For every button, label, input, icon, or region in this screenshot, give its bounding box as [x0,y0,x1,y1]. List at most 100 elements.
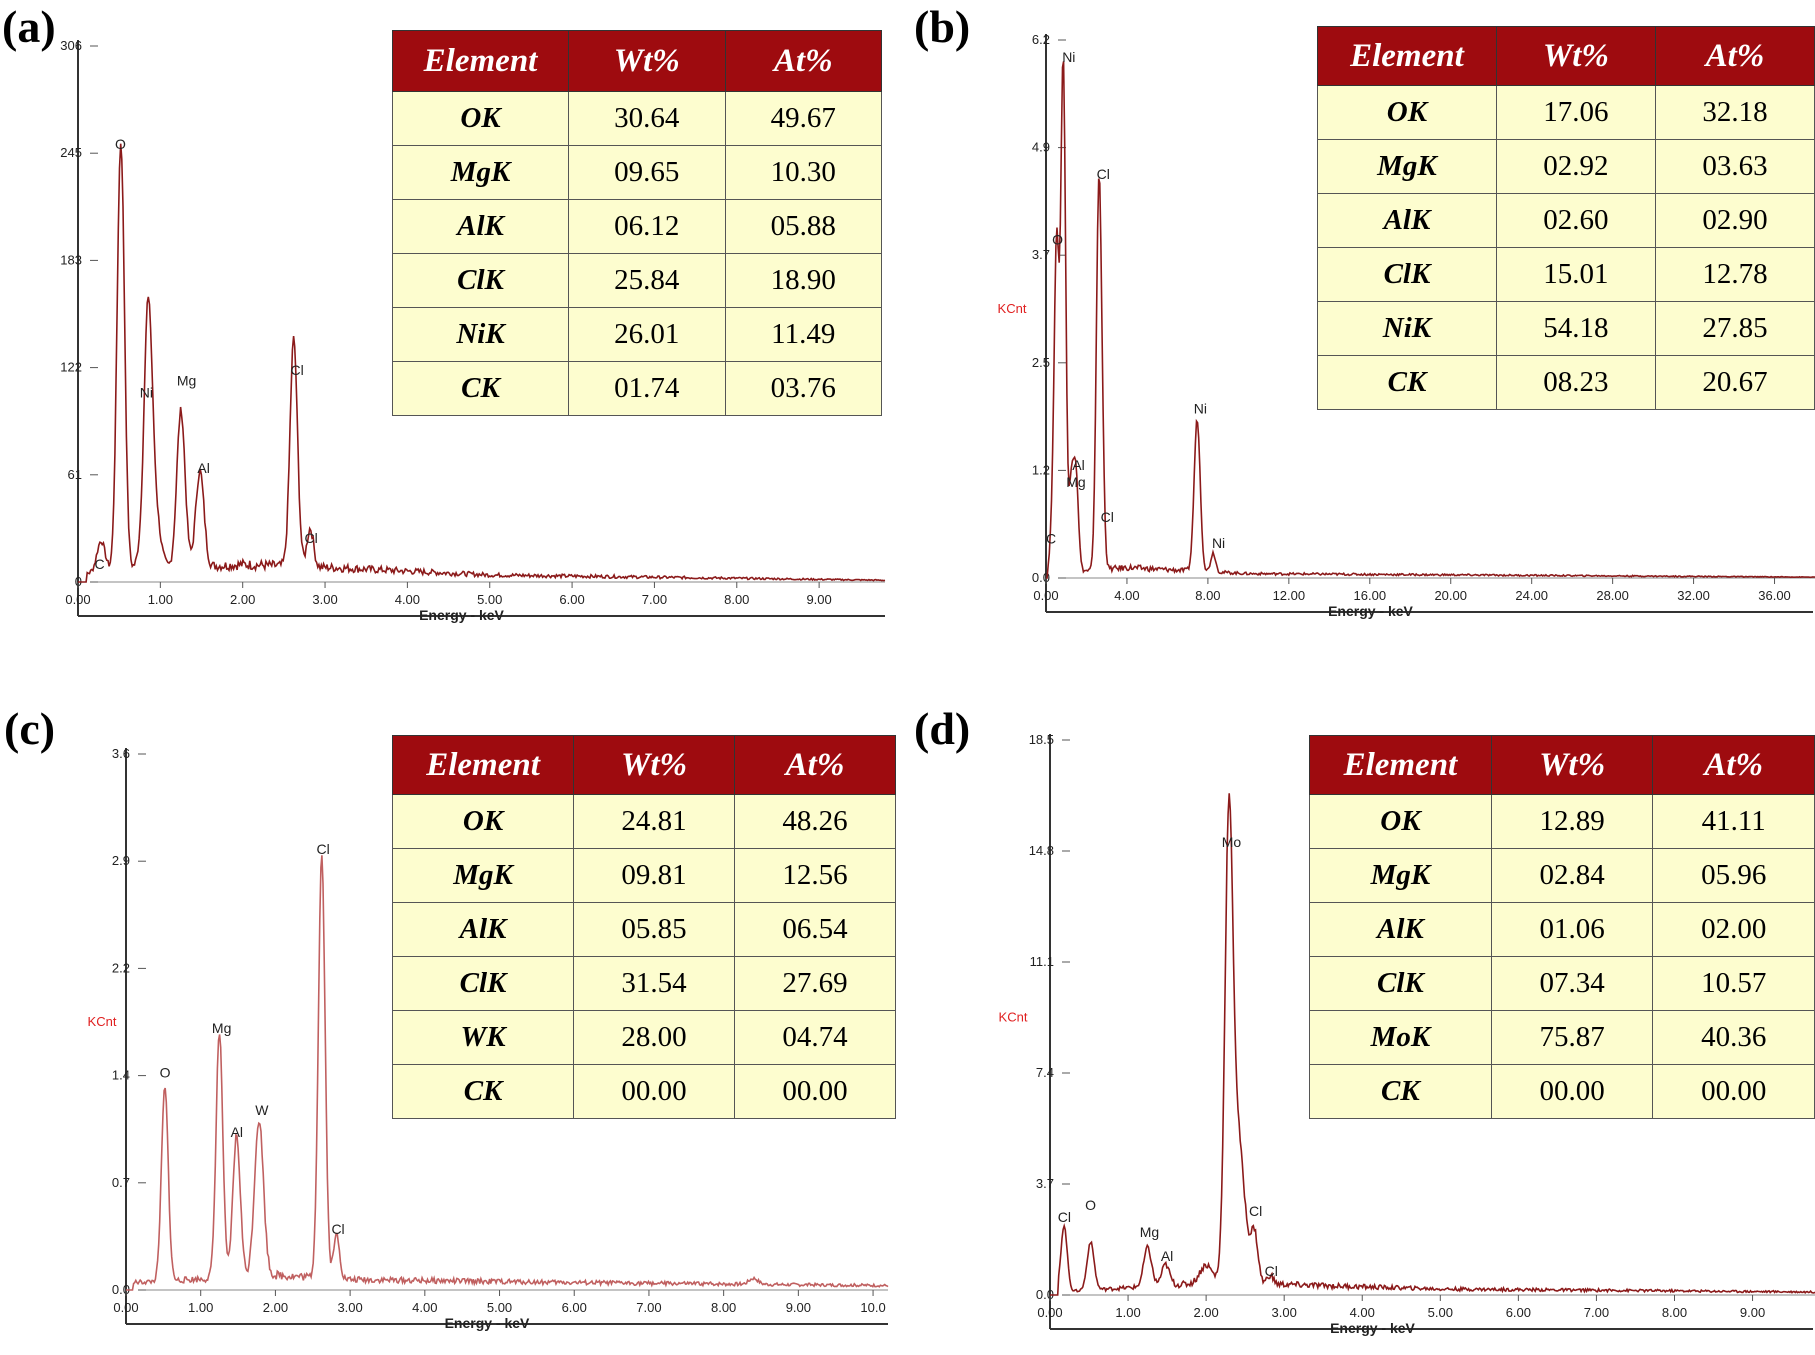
y-tick-label: 306 [60,38,82,53]
column-header: At% [724,30,882,92]
x-tick-label: 9.00 [806,592,831,607]
element-cell: MgK [1309,848,1492,903]
table-row: CK 08.23 20.67 [1317,355,1815,410]
table-header-row: Element Wt% At% [391,30,882,92]
eds-spectrum-b: 0.0 1.2 2.5 3.7 4.9 6.2 KCnt 0.00 4.00 8.00 12.00 1… [998,32,1815,619]
wt-percent-cell: 17.06 [1495,85,1656,140]
wt-percent-cell: 08.23 [1495,355,1656,410]
x-tick-label: 5.00 [1428,1305,1453,1320]
peak-label: Cl [331,1221,344,1237]
x-tick-label: 8.00 [711,1300,736,1315]
table-row: MgK 02.84 05.96 [1309,848,1815,903]
element-cell: CK [1317,355,1497,410]
panel-c: (c) 0.0 0.7 1.4 2.2 2.9 3.6 KCnt 0.00 1.00 2.00 3.… [0,700,900,1355]
x-tick-label: 8.00 [1662,1305,1687,1320]
x-tick-label: 1.00 [1115,1305,1140,1320]
y-tick-label: 6.2 [1032,32,1050,47]
wt-percent-cell: 28.00 [573,1010,736,1065]
column-header: Element [1317,26,1497,86]
wt-percent-cell: 09.81 [573,848,736,903]
wt-percent-cell: 07.34 [1490,956,1654,1011]
peak-label: Ni [140,385,153,401]
peak-label: O [115,136,126,152]
peak-label: Mg [1066,474,1085,490]
table-row: AlK 05.85 06.54 [391,902,896,957]
peak-label: Cl [1101,509,1114,525]
element-cell: MgK [1317,139,1497,194]
x-tick-label: 2.00 [1193,1305,1218,1320]
wt-percent-cell: 01.06 [1490,902,1654,957]
x-tick-label: 3.00 [1272,1305,1297,1320]
peak-label: Al [1161,1248,1173,1264]
peak-label: O [160,1065,171,1081]
table-row: AlK 06.12 05.88 [391,199,882,254]
element-cell: AlK [1317,193,1497,248]
at-percent-cell: 12.78 [1654,247,1815,302]
wt-percent-cell: 01.74 [568,361,726,416]
peak-label: O [1085,1197,1096,1213]
column-header: Wt% [1490,735,1654,795]
table-row: MgK 02.92 03.63 [1317,139,1815,194]
y-tick-label: 0.0 [1032,570,1050,585]
column-header: At% [1652,735,1815,795]
x-tick-label: 7.00 [642,592,667,607]
x-tick-label: 0.00 [113,1300,138,1315]
element-cell: CK [1309,1064,1492,1119]
y-tick-label: 3.7 [1032,247,1050,262]
peak-label: Mg [177,372,196,388]
peak-label: Ni [1212,535,1225,551]
panel-d: (d) 0.0 3.7 7.4 11.1 14.8 18.5 KCnt 0.00 1.00 2.0… [910,700,1815,1355]
composition-table-a: Element Wt% At% OK 30.64 49.67 MgK 09.65 10.30 Al… [391,30,882,416]
at-percent-cell: 02.00 [1652,902,1815,957]
y-tick-label: 1.2 [1032,462,1050,477]
table-row: CK 00.00 00.00 [1309,1064,1815,1119]
x-tick-label: 4.00 [395,592,420,607]
x-tick-label: 4.00 [1114,588,1139,603]
at-percent-cell: 00.00 [1652,1064,1815,1119]
at-percent-cell: 32.18 [1654,85,1815,140]
wt-percent-cell: 24.81 [573,794,736,849]
x-tick-label: 28.00 [1596,588,1629,603]
peak-label: Mg [1140,1224,1159,1240]
eds-spectrum-d: 0.0 3.7 7.4 11.1 14.8 18.5 KCnt 0.00 1.00 2.00 3.0… [999,732,1815,1336]
composition-table-b: Element Wt% At% OK 17.06 32.18 MgK 02.92 03.63 Al… [1317,26,1815,410]
element-cell: AlK [1309,902,1492,957]
x-tick-label: 36.00 [1758,588,1791,603]
x-tick-label: 6.00 [562,1300,587,1315]
x-tick-label: 0.00 [65,592,90,607]
element-cell: ClK [1317,247,1497,302]
column-header: Element [391,30,570,92]
element-cell: NiK [1317,301,1497,356]
y-tick-label: 3.6 [112,746,130,761]
table-header-row: Element Wt% At% [391,735,896,795]
element-cell: MoK [1309,1010,1492,1065]
x-tick-label: 8.00 [1195,588,1220,603]
y-tick-label: 11.1 [1030,954,1054,969]
y-tick-label: 122 [60,360,82,375]
table-row: MgK 09.65 10.30 [391,145,882,200]
at-percent-cell: 03.63 [1654,139,1815,194]
wt-percent-cell: 09.65 [568,145,726,200]
table-row: MoK 75.87 40.36 [1309,1010,1815,1065]
table-row: CK 00.00 00.00 [391,1064,896,1119]
table-row: OK 30.64 49.67 [391,91,882,146]
at-percent-cell: 04.74 [734,1010,896,1065]
at-percent-cell: 18.90 [724,253,882,308]
at-percent-cell: 40.36 [1652,1010,1815,1065]
peak-label: Al [1072,457,1084,473]
at-percent-cell: 10.57 [1652,956,1815,1011]
wt-percent-cell: 25.84 [568,253,726,308]
y-tick-label: 0.0 [112,1282,130,1297]
at-percent-cell: 27.85 [1654,301,1815,356]
peak-label: Al [197,460,209,476]
column-header: At% [1654,26,1815,86]
panel-label: (d) [914,703,971,754]
y-axis-label: KCnt [999,1010,1028,1025]
at-percent-cell: 00.00 [734,1064,896,1119]
column-header: Wt% [573,735,736,795]
wt-percent-cell: 05.85 [573,902,736,957]
column-header: Element [391,735,575,795]
wt-percent-cell: 54.18 [1495,301,1656,356]
x-tick-label: 24.00 [1515,588,1548,603]
